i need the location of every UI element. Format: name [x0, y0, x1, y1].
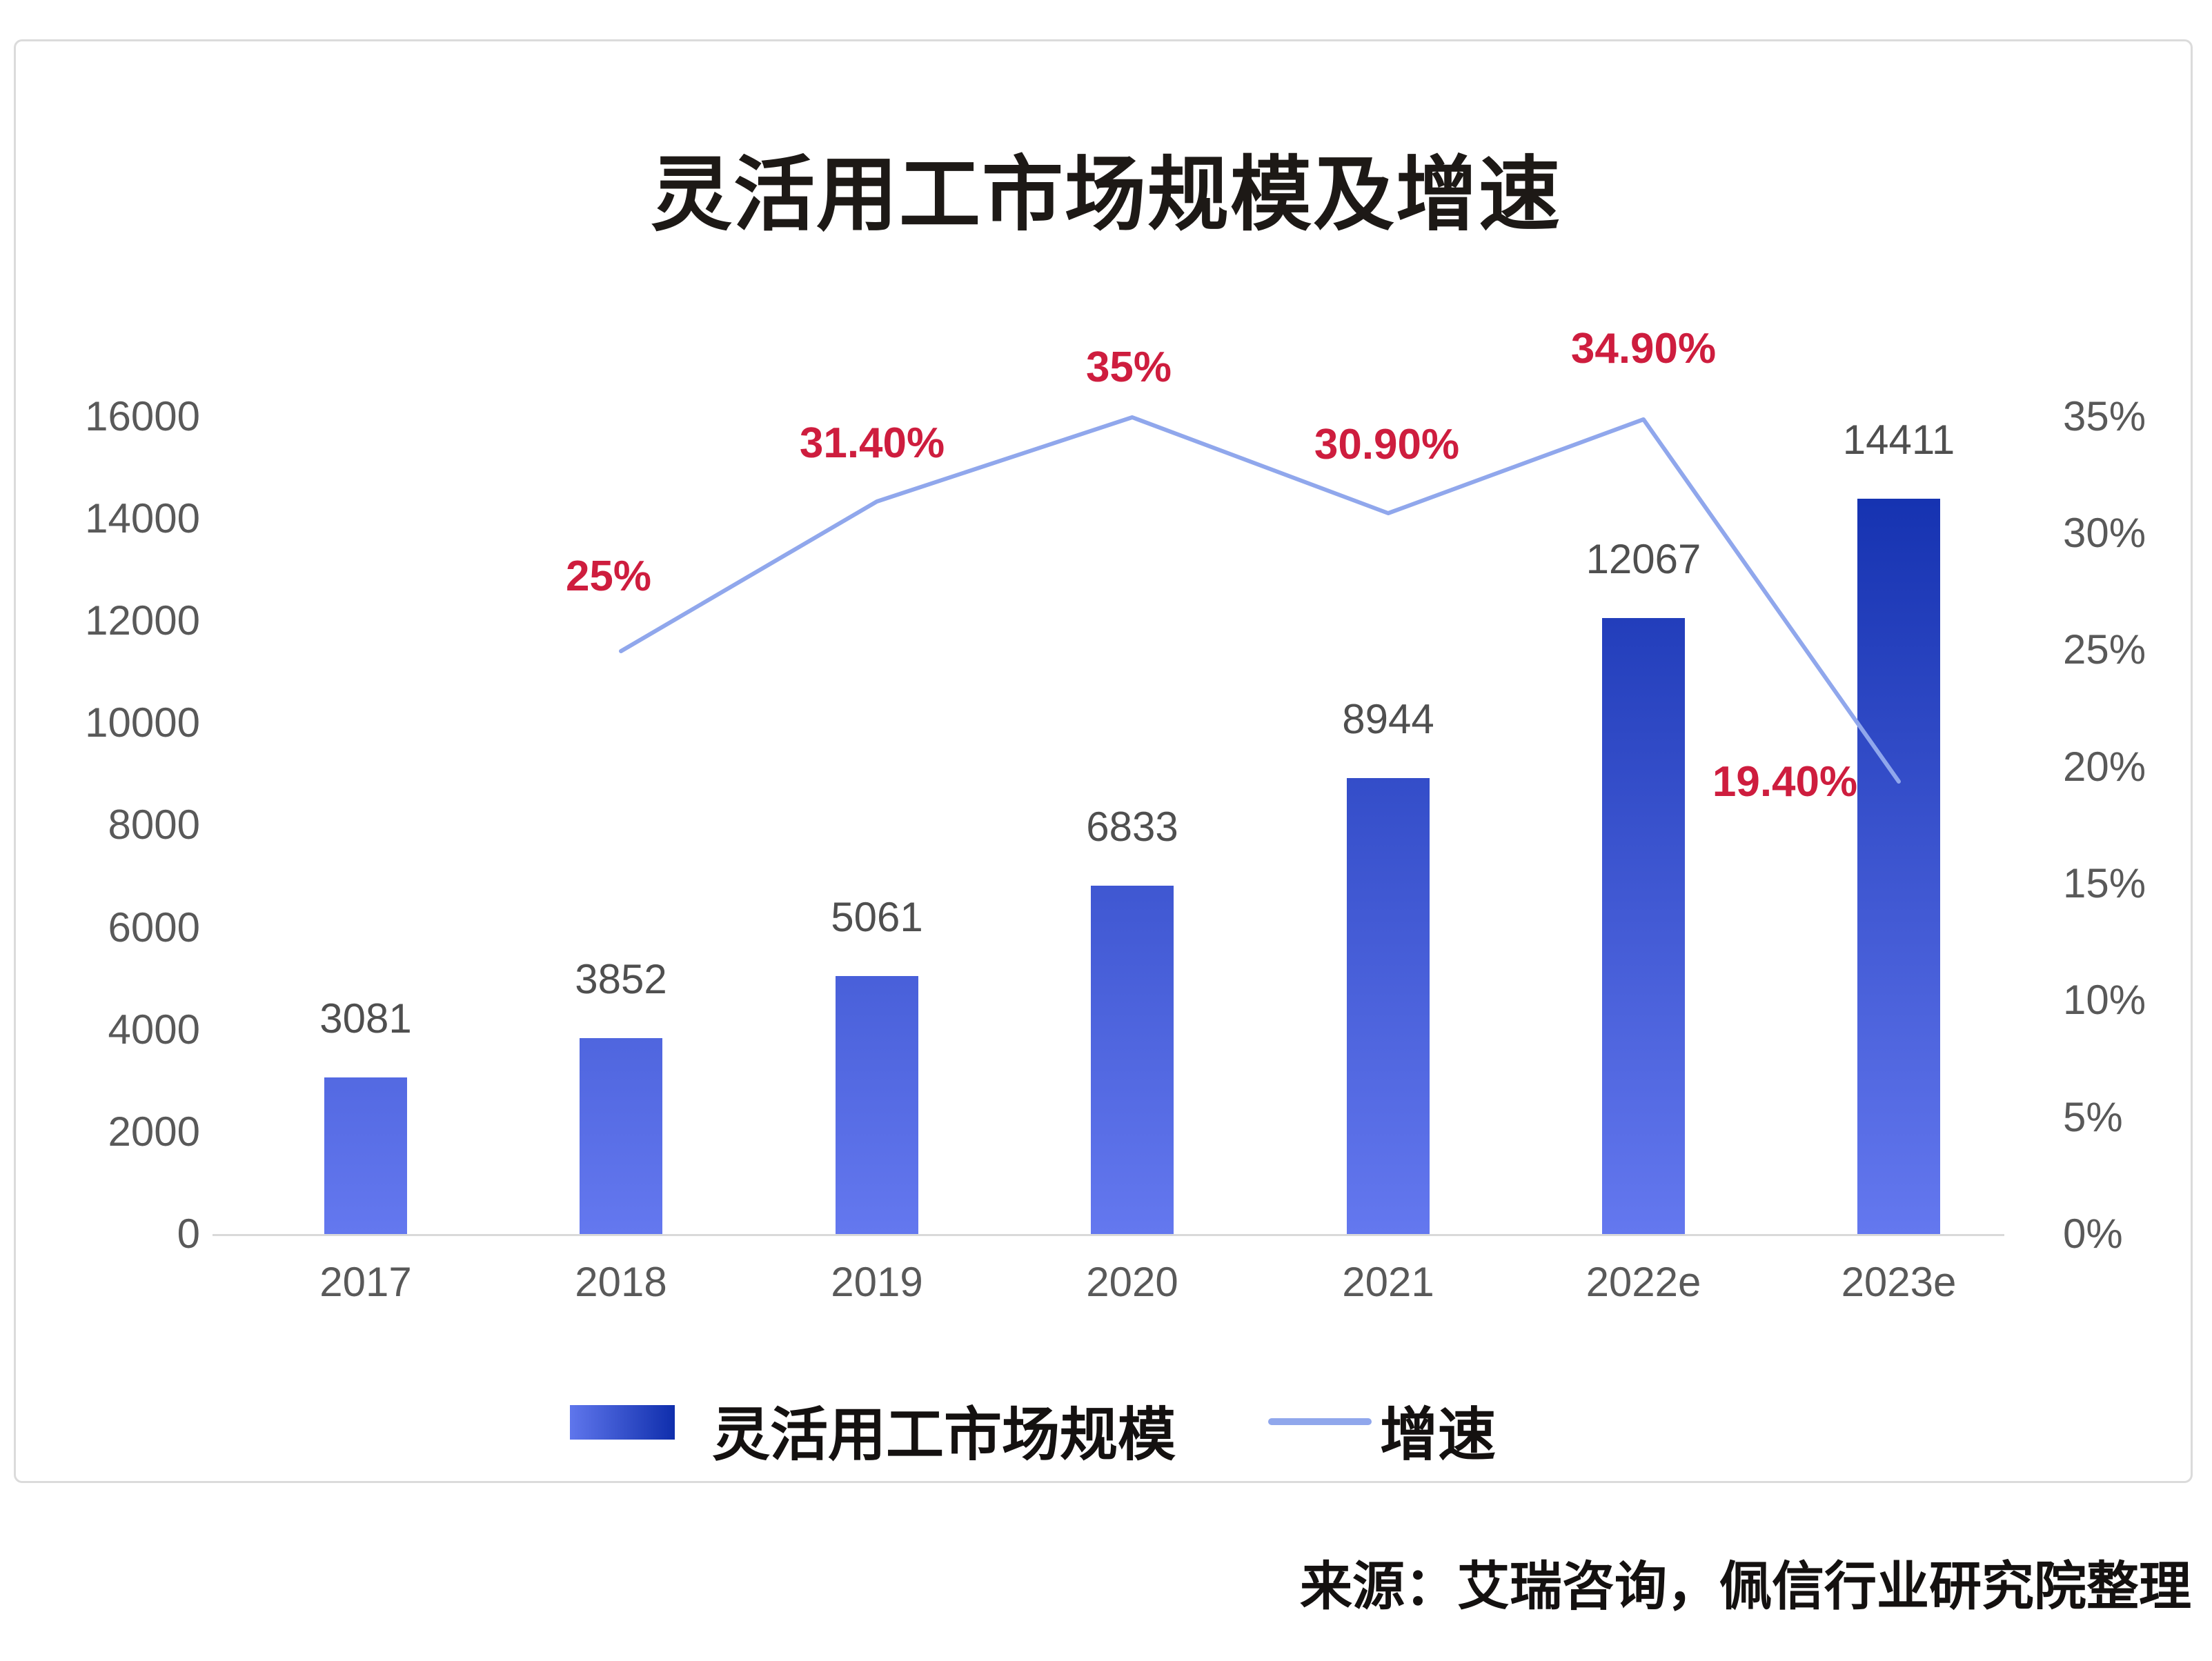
- bar-value-label: 6833: [1086, 804, 1178, 850]
- y-axis-left-tick: 12000: [85, 597, 200, 644]
- y-axis-right-tick: 25%: [2063, 626, 2146, 673]
- y-axis-right-tick: 5%: [2063, 1094, 2123, 1140]
- x-axis-tick-2023e: 2023e: [1841, 1259, 1957, 1305]
- y-axis-left-tick: 10000: [85, 699, 200, 746]
- legend-bar-label: 灵活用工市场规模: [712, 1402, 1176, 1467]
- x-axis-tick-2019: 2019: [831, 1259, 923, 1305]
- y-axis-right-tick: 30%: [2063, 510, 2146, 556]
- x-axis-line: [213, 1234, 2004, 1236]
- y-axis-left-tick: 2000: [108, 1108, 200, 1155]
- growth-value-label: 34.90%: [1570, 325, 1717, 372]
- x-axis-tick-2017: 2017: [319, 1259, 412, 1305]
- bar-2019: [836, 976, 918, 1235]
- y-axis-right-tick: 15%: [2063, 860, 2146, 906]
- y-axis-right-tick: 35%: [2063, 393, 2146, 439]
- legend-bar-swatch: [570, 1405, 675, 1440]
- bar-2020: [1091, 886, 1174, 1235]
- bar-value-label: 8944: [1342, 696, 1434, 742]
- legend-line-swatch: [1268, 1418, 1372, 1425]
- bar-2018: [580, 1038, 662, 1235]
- growth-value-label: 19.40%: [1712, 758, 1858, 806]
- y-axis-left-tick: 0: [177, 1211, 200, 1257]
- chart-title: 灵活用工市场规模及增速: [650, 150, 1561, 241]
- y-axis-right-tick: 10%: [2063, 977, 2146, 1023]
- y-axis-right-tick: 0%: [2063, 1211, 2123, 1257]
- bar-value-label: 3081: [319, 995, 412, 1042]
- y-axis-left-tick: 6000: [108, 904, 200, 951]
- x-axis-tick-2022e: 2022e: [1586, 1259, 1701, 1305]
- y-axis-left-tick: 16000: [85, 393, 200, 439]
- bar-2017: [324, 1077, 407, 1235]
- growth-value-label: 30.90%: [1314, 421, 1460, 468]
- legend-line-label: 增速: [1380, 1402, 1497, 1467]
- y-axis-left-tick: 4000: [108, 1006, 200, 1053]
- y-axis-left-tick: 8000: [108, 802, 200, 848]
- growth-value-label: 35%: [1085, 344, 1172, 391]
- bar-2022e: [1602, 618, 1685, 1235]
- bar-value-label: 14411: [1842, 417, 1955, 463]
- y-axis-right-tick: 20%: [2063, 744, 2146, 790]
- source-attribution: 来源：艾瑞咨询，佩信行业研究院整理: [1300, 1558, 2191, 1616]
- y-axis-left-tick: 14000: [85, 495, 200, 541]
- x-axis-tick-2020: 2020: [1086, 1259, 1178, 1305]
- bar-value-label: 12067: [1586, 536, 1701, 582]
- bar-2023e: [1857, 499, 1940, 1235]
- x-axis-tick-2021: 2021: [1342, 1259, 1434, 1305]
- growth-value-label: 25%: [565, 553, 652, 600]
- bar-value-label: 5061: [831, 894, 923, 940]
- x-axis-tick-2018: 2018: [575, 1259, 667, 1305]
- growth-value-label: 31.40%: [799, 419, 945, 467]
- bar-value-label: 3852: [575, 956, 667, 1002]
- bar-2021: [1347, 778, 1430, 1235]
